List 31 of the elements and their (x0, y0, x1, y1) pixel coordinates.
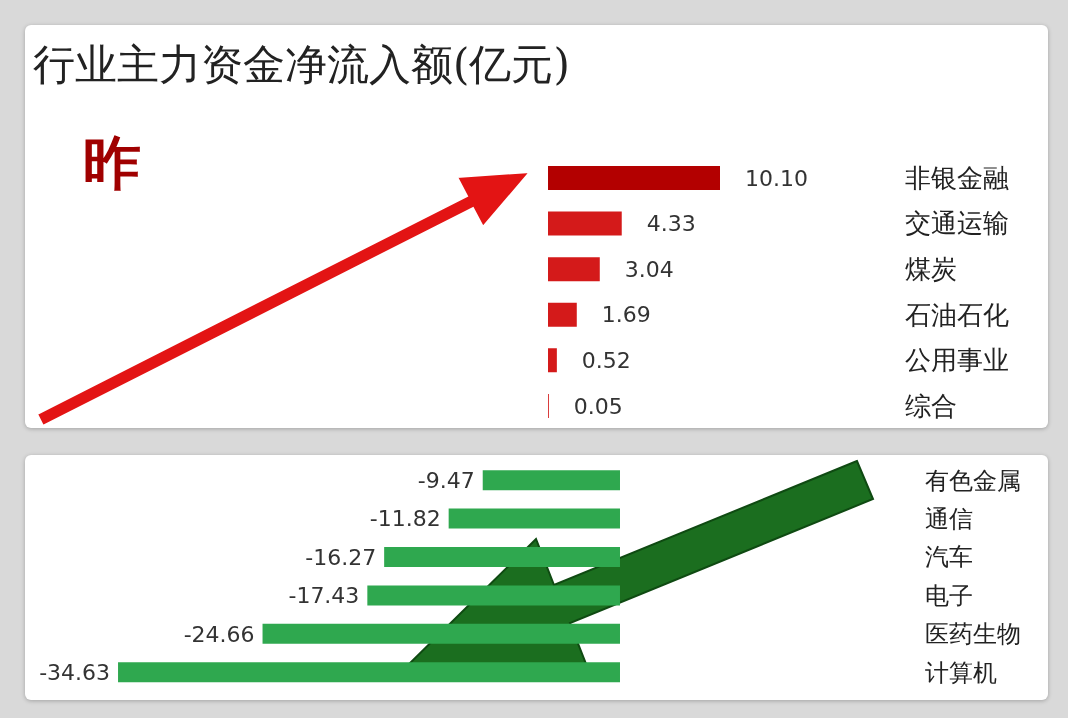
data-label: -34.63 (39, 659, 111, 685)
y-tick-label: 交通运输 (905, 208, 1009, 239)
chart-title: 行业主力资金净流入额(亿元) (33, 39, 570, 91)
data-label: -24.66 (183, 621, 255, 647)
bar (548, 165, 720, 190)
y-tick-label: 非银金融 (905, 162, 1009, 193)
text: 昨 (83, 128, 141, 199)
data-label: -16.27 (305, 544, 377, 570)
y-tick-label: 通信 (924, 505, 973, 533)
y-tick-label: 综合 (905, 390, 957, 421)
data-label: 1.69 (601, 302, 651, 328)
bar (548, 302, 577, 327)
y-tick-label: 有色金属 (924, 466, 1021, 495)
y-tick-label: 石油石化 (905, 299, 1009, 330)
data-label: 0.52 (581, 348, 631, 374)
y-tick-label: 公用事业 (905, 345, 1009, 376)
data-label: 4.33 (646, 211, 696, 237)
y-tick-label: 电子 (924, 581, 973, 610)
data-label: -11.82 (369, 506, 441, 532)
y-tick-label: 计算机 (924, 658, 997, 687)
data-label: 3.04 (624, 256, 674, 282)
y-tick-label: 医药生物 (924, 620, 1021, 649)
data-label: -9.47 (417, 467, 475, 493)
y-tick-label: 汽车 (924, 543, 973, 572)
bar (548, 257, 600, 282)
data-label: 0.05 (573, 393, 623, 419)
bar (548, 211, 622, 236)
data-label: -17.43 (288, 583, 360, 609)
bar (548, 348, 557, 373)
data-label: 10.10 (745, 165, 808, 191)
y-tick-label: 煤炭 (905, 254, 957, 285)
